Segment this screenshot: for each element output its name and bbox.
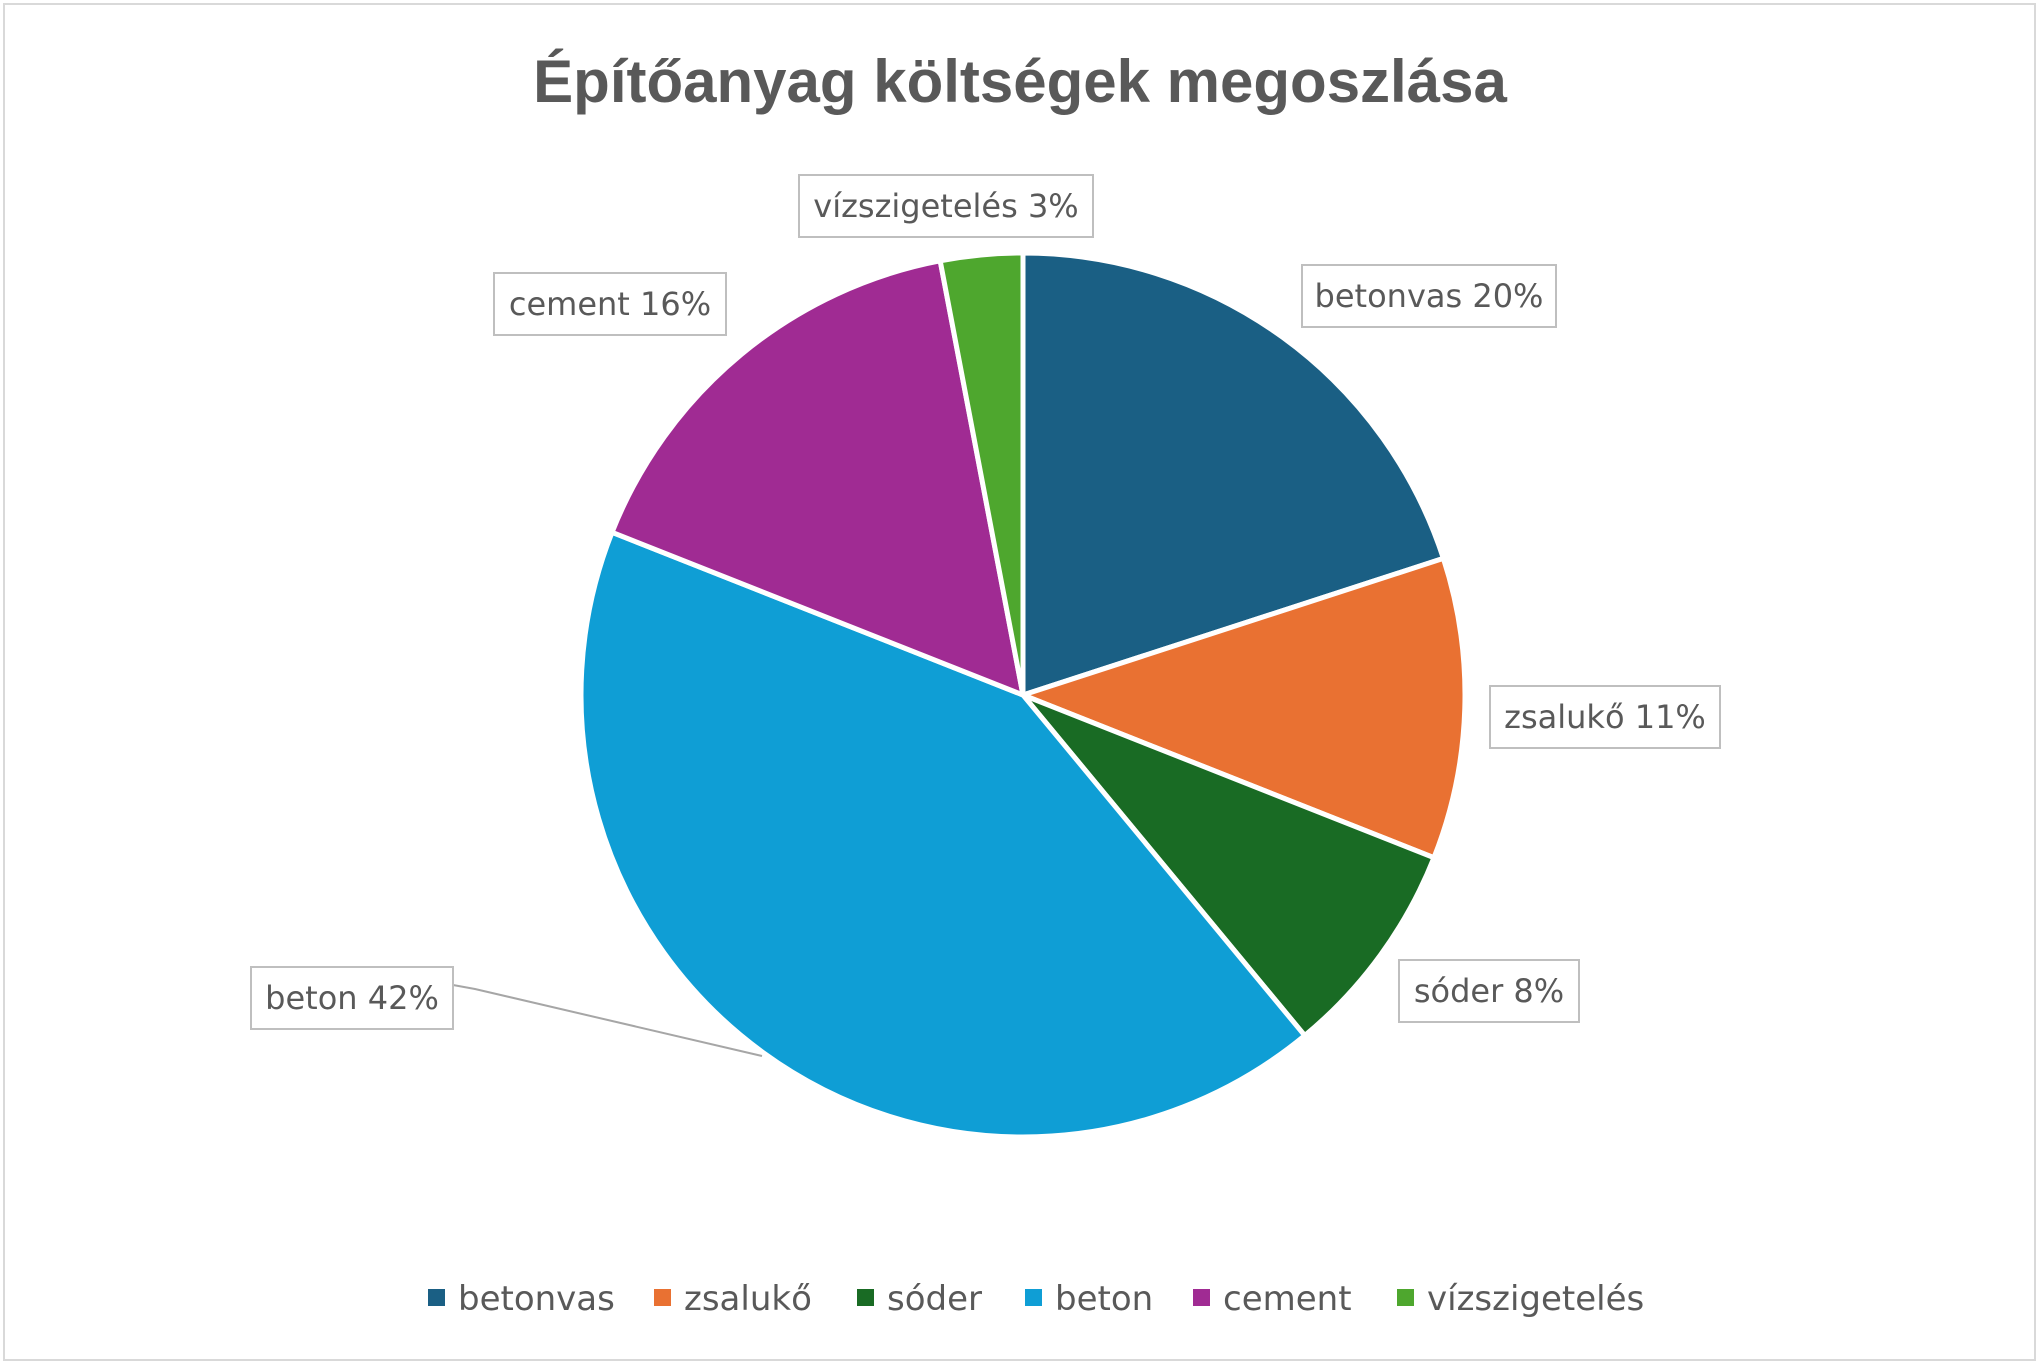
legend-item-zsalukő: zsalukő bbox=[654, 1279, 812, 1319]
data-label-box bbox=[798, 174, 1094, 238]
legend-item-sóder: sóder bbox=[857, 1279, 982, 1319]
legend-item-vízszigetelés: vízszigetelés bbox=[1397, 1279, 1644, 1319]
data-label-text: zsalukő 11% bbox=[1504, 698, 1706, 736]
pie-slice-beton bbox=[578, 529, 1308, 1140]
data-label-box bbox=[1398, 959, 1580, 1023]
legend-label: sóder bbox=[887, 1279, 982, 1319]
pie-slice-zsalukő bbox=[1020, 555, 1468, 861]
legend-item-cement: cement bbox=[1193, 1279, 1352, 1319]
data-label-box bbox=[1489, 685, 1721, 749]
data-label-text: vízszigetelés 3% bbox=[813, 187, 1078, 225]
legend-label: beton bbox=[1055, 1279, 1153, 1319]
data-label-text: cement 16% bbox=[509, 285, 711, 323]
leader-line-beton bbox=[452, 984, 763, 1057]
pie-slice-vízszigetelés bbox=[937, 250, 1026, 698]
data-label-box bbox=[1301, 264, 1557, 328]
data-label-zsalukő: zsalukő 11% bbox=[1489, 685, 1721, 749]
data-label-text: sóder 8% bbox=[1414, 972, 1564, 1010]
legend-label: cement bbox=[1223, 1279, 1352, 1319]
data-label-beton: beton 42% bbox=[250, 966, 454, 1030]
legend-swatch bbox=[1193, 1289, 1210, 1306]
data-label-cement: cement 16% bbox=[493, 272, 727, 336]
data-label-text: betonvas 20% bbox=[1315, 277, 1544, 315]
data-label-sóder: sóder 8% bbox=[1398, 959, 1580, 1023]
legend-label: betonvas bbox=[458, 1279, 615, 1319]
legend-swatch bbox=[857, 1289, 874, 1306]
pie-slices bbox=[578, 250, 1468, 1140]
data-label-box bbox=[493, 272, 727, 336]
legend-label: zsalukő bbox=[684, 1279, 812, 1319]
leader-lines bbox=[452, 984, 763, 1057]
data-label-betonvas: betonvas 20% bbox=[1301, 264, 1557, 328]
legend-label: vízszigetelés bbox=[1427, 1279, 1644, 1319]
legend-item-betonvas: betonvas bbox=[428, 1279, 615, 1319]
legend-swatch bbox=[1025, 1289, 1042, 1306]
legend-swatch bbox=[428, 1289, 445, 1306]
pie-slice-betonvas bbox=[1020, 250, 1446, 698]
pie-slice-sóder bbox=[1020, 692, 1437, 1039]
chart-title: Építőanyag költségek megoszlása bbox=[533, 48, 1507, 115]
data-label-box bbox=[250, 966, 454, 1030]
pie-slice-cement bbox=[609, 258, 1026, 698]
data-label-vízszigetelés: vízszigetelés 3% bbox=[798, 174, 1094, 238]
data-labels: betonvas 20% zsalukő 11% sóder 8% beton 42%… bbox=[250, 174, 1721, 1030]
legend-swatch bbox=[1397, 1289, 1414, 1306]
legend-swatch bbox=[654, 1289, 671, 1306]
legend: betonvas zsalukő sóder beton cement vízsziget… bbox=[428, 1279, 1644, 1319]
data-label-text: beton 42% bbox=[265, 979, 439, 1017]
legend-item-beton: beton bbox=[1025, 1279, 1153, 1319]
